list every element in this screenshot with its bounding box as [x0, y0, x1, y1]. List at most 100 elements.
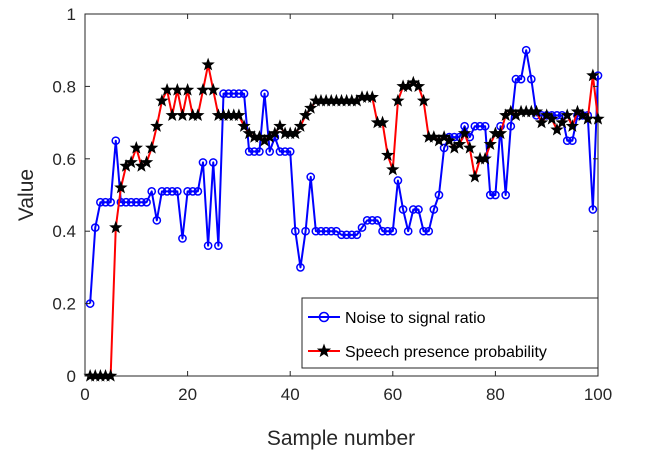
data-point — [162, 187, 172, 196]
data-point — [329, 93, 344, 107]
data-point — [565, 119, 580, 132]
data-point — [447, 140, 462, 154]
data-point — [139, 155, 154, 169]
data-point — [290, 226, 300, 236]
data-point — [296, 263, 305, 272]
data-point — [191, 108, 205, 122]
data-point — [483, 137, 497, 150]
data-point — [383, 226, 393, 236]
data-point — [588, 205, 598, 214]
data-point — [285, 147, 295, 156]
data-point — [208, 158, 218, 167]
data-point — [145, 140, 159, 154]
data-point — [396, 79, 410, 93]
data-point — [521, 45, 531, 55]
x-tick-label: 80 — [486, 385, 505, 404]
data-point — [540, 108, 554, 122]
data-point — [306, 172, 316, 182]
data-point — [568, 136, 577, 146]
legend-label-speech: Speech presence probability — [345, 344, 547, 361]
x-tick-label: 20 — [178, 385, 197, 404]
data-point — [198, 158, 208, 167]
data-point — [386, 162, 400, 176]
data-point — [360, 90, 374, 103]
data-point — [326, 226, 336, 236]
data-point — [183, 187, 192, 196]
data-point — [131, 197, 141, 207]
data-point — [90, 223, 100, 232]
data-point — [293, 119, 308, 132]
data-point — [378, 226, 387, 236]
data-point — [373, 215, 382, 225]
data-point — [188, 187, 198, 196]
data-point — [227, 108, 241, 122]
y-tick-label: 0.6 — [52, 150, 76, 169]
data-point — [514, 104, 528, 118]
data-point — [142, 197, 151, 207]
data-point — [88, 369, 102, 382]
x-tick-label: 40 — [281, 385, 300, 404]
data-point — [524, 104, 538, 118]
data-point — [552, 111, 562, 120]
data-point — [178, 234, 187, 243]
data-point — [201, 57, 215, 71]
data-point — [321, 226, 331, 236]
data-point — [550, 122, 564, 136]
data-point — [575, 108, 590, 122]
data-point — [180, 83, 195, 96]
data-point — [129, 140, 143, 154]
data-point — [263, 130, 277, 143]
data-point — [511, 74, 521, 84]
legend-marker-speech — [316, 343, 332, 358]
data-point — [249, 147, 259, 156]
data-point — [342, 230, 351, 240]
data-point — [216, 108, 231, 122]
legend-entry-speech: Speech presence probability — [308, 343, 547, 361]
data-point — [239, 89, 249, 98]
data-point — [301, 226, 310, 236]
data-point — [237, 119, 251, 132]
data-point — [352, 230, 362, 240]
data-point — [457, 126, 472, 140]
data-point — [98, 369, 113, 382]
series-line — [89, 49, 599, 304]
data-point — [452, 137, 467, 150]
data-point — [470, 121, 480, 131]
data-point — [175, 108, 190, 122]
data-point — [244, 147, 254, 156]
data-point — [206, 83, 220, 96]
data-point — [193, 187, 203, 196]
data-point — [203, 241, 213, 251]
data-point — [488, 126, 503, 140]
data-point — [403, 226, 413, 236]
data-point — [398, 205, 408, 214]
data-point — [119, 159, 133, 172]
y-tick-label: 0 — [67, 367, 76, 386]
data-point — [242, 126, 256, 140]
data-point — [234, 89, 244, 98]
data-point — [134, 159, 149, 172]
legend-box — [301, 297, 599, 369]
data-point — [475, 121, 485, 131]
data-point — [365, 90, 379, 103]
data-point — [252, 130, 267, 143]
data-point — [157, 187, 167, 196]
data-point — [491, 190, 500, 200]
data-point — [109, 220, 123, 234]
data-point — [391, 93, 405, 107]
data-point — [432, 133, 446, 147]
data-point — [116, 197, 126, 207]
data-point — [334, 93, 349, 107]
data-point — [268, 126, 282, 140]
legend-label-noise: Noise to signal ratio — [345, 310, 486, 327]
data-point — [581, 111, 595, 125]
data-point — [416, 93, 431, 107]
data-point — [214, 241, 223, 251]
y-axis-title: Value — [15, 169, 38, 221]
data-point — [137, 197, 146, 207]
data-point — [347, 230, 357, 240]
data-point — [570, 104, 585, 118]
data-point — [468, 169, 482, 183]
data-point — [265, 147, 275, 156]
data-point — [150, 119, 164, 132]
